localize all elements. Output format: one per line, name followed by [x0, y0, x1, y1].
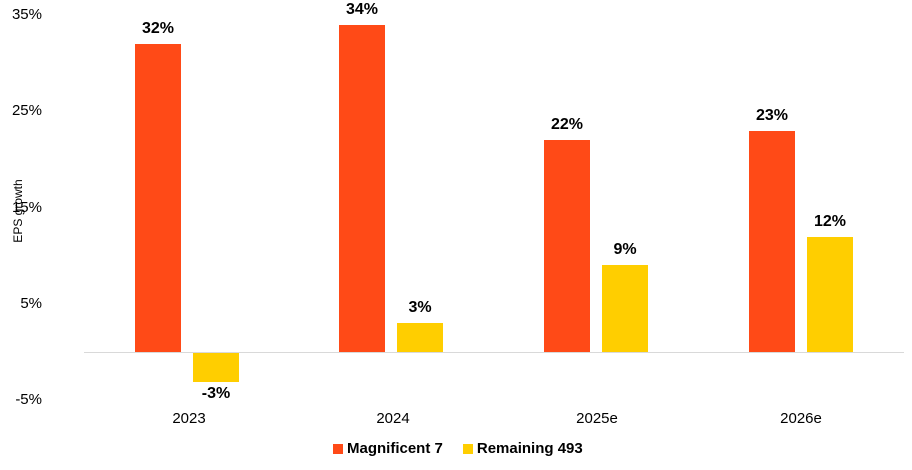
legend-label: Remaining 493: [476, 440, 583, 457]
y-tick: 25%: [11, 102, 42, 119]
bar: [749, 130, 795, 352]
y-tick: 5%: [20, 295, 42, 312]
value-label: 3%: [408, 299, 432, 317]
value-label: -3%: [201, 384, 231, 402]
value-label: 34%: [345, 0, 379, 18]
value-label: 32%: [141, 20, 175, 37]
value-label: 12%: [813, 212, 847, 230]
legend: Magnificent 7 Remaining 493: [333, 440, 583, 457]
y-tick: 15%: [11, 199, 42, 216]
legend-swatch-icon: [462, 443, 473, 454]
value-label: 22%: [550, 116, 584, 134]
legend-label: Magnificent 7: [347, 440, 443, 457]
legend-item-remaining-493: Remaining 493: [462, 440, 583, 457]
x-tick: 2023: [172, 410, 206, 427]
x-tick: 2024: [376, 410, 410, 427]
bar: [544, 140, 590, 352]
bar: [135, 44, 181, 352]
bar: [602, 265, 648, 352]
legend-swatch-icon: [333, 443, 343, 454]
zero-baseline: [84, 352, 904, 353]
value-label: 9%: [613, 241, 637, 259]
bar: [193, 353, 239, 382]
value-label: 23%: [755, 106, 789, 124]
bar: [397, 323, 443, 352]
legend-item-magnificent-7: Magnificent 7: [333, 440, 443, 457]
y-tick: 35%: [11, 6, 42, 23]
bar: [807, 236, 853, 352]
bar: [339, 24, 385, 352]
y-tick: -5%: [15, 391, 42, 408]
x-tick: 2026e: [780, 410, 822, 427]
x-tick: 2025e: [576, 410, 618, 427]
